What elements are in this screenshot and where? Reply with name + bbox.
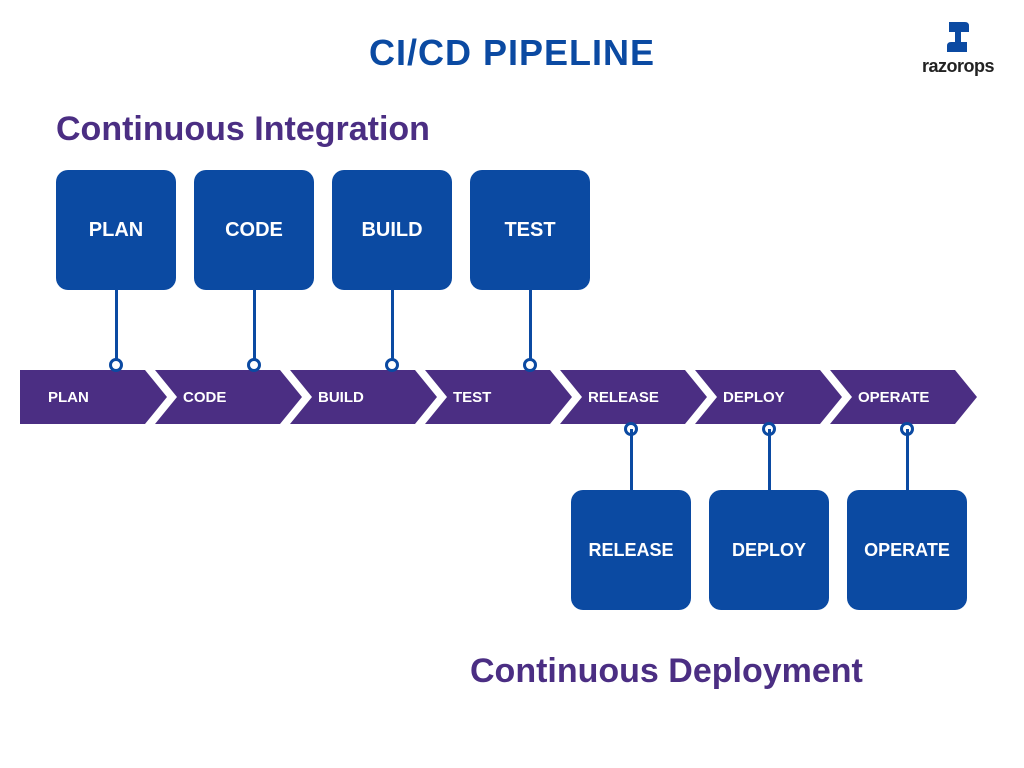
ci-box-code: CODE [194,170,314,290]
connector-circle-icon [109,358,123,372]
connector-circle-icon [523,358,537,372]
chevron-code: CODE [155,370,302,424]
connector-top-build [391,290,394,365]
cd-box-operate: OPERATE [847,490,967,610]
ci-box-plan: PLAN [56,170,176,290]
ci-section-label: Continuous Integration [56,110,430,149]
chevron-test: TEST [425,370,572,424]
cd-box-deploy: DEPLOY [709,490,829,610]
ci-box-build: BUILD [332,170,452,290]
chevron-operate: OPERATE [830,370,977,424]
pipeline-chevron-row: PLANCODEBUILDTESTRELEASEDEPLOYOPERATE [20,370,977,424]
page-title: CI/CD PIPELINE [0,32,1024,74]
connector-circle-icon [385,358,399,372]
chevron-plan: PLAN [20,370,167,424]
ci-box-test: TEST [470,170,590,290]
logo-text: razorops [922,56,994,77]
chevron-deploy: DEPLOY [695,370,842,424]
chevron-build: BUILD [290,370,437,424]
connector-circle-icon [247,358,261,372]
chevron-release: RELEASE [560,370,707,424]
connector-top-plan [115,290,118,365]
logo-mark-icon [943,20,973,54]
connector-top-code [253,290,256,365]
connector-bottom-deploy [768,429,771,490]
logo: razorops [922,20,994,77]
connector-bottom-release [630,429,633,490]
connector-bottom-operate [906,429,909,490]
cd-section-label: Continuous Deployment [470,652,863,691]
connector-top-test [529,290,532,365]
cd-box-release: RELEASE [571,490,691,610]
